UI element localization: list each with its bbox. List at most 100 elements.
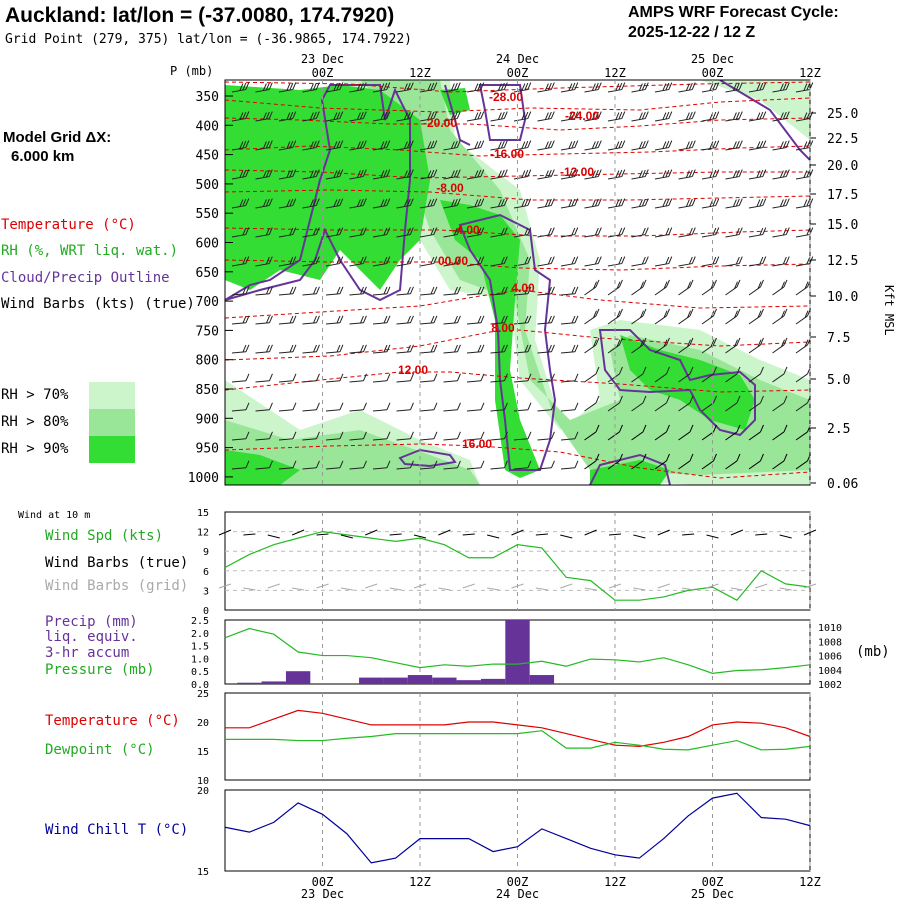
wind-barb [466, 111, 485, 122]
barb-staff [490, 89, 505, 93]
wind-barb [396, 82, 414, 93]
barb-staff [466, 176, 481, 180]
barb-flag [268, 82, 273, 90]
wind-barb [349, 460, 367, 470]
barb-flag [339, 256, 344, 264]
barb-flag [242, 286, 247, 295]
barb-flag [312, 198, 317, 207]
pressure-tick-label: 1000 [188, 471, 219, 486]
legend-rh80-label: RH > 80% [1, 414, 69, 430]
pressure-label: Pressure (mb) [45, 662, 155, 678]
height-tick-label: 10.0 [827, 290, 858, 305]
barb-flag [477, 344, 482, 353]
barb-flag [687, 339, 691, 347]
barb-flag [362, 402, 367, 410]
barb-flag [691, 169, 696, 177]
barb-staff [325, 467, 340, 470]
wind-barb [678, 140, 696, 151]
barb-staff [325, 205, 340, 209]
barb-flag [615, 199, 620, 207]
barb-flag [245, 169, 250, 177]
wind-barb [725, 256, 743, 267]
barb-flag [785, 198, 790, 206]
pressure-tick-label: 600 [196, 237, 219, 252]
barb-staff [490, 205, 505, 209]
barb-flag [550, 286, 555, 294]
barb-flag [757, 281, 762, 289]
barb-flag [616, 281, 621, 289]
barb-staff [372, 263, 387, 267]
wind-barb [537, 402, 555, 412]
barb-flag [245, 373, 250, 381]
barb-flag [779, 199, 784, 207]
wind-barb [255, 169, 273, 180]
barb-flag [430, 140, 435, 149]
wind-barb [466, 286, 485, 296]
barb-staff [419, 467, 434, 470]
barb-flag [503, 431, 508, 439]
barb-flag [450, 141, 455, 149]
barb-flag [591, 199, 596, 207]
barb-staff [772, 176, 787, 180]
upper-panel-axes: 3504004505005506006507007508008509009501… [170, 52, 896, 492]
barb-staff [278, 118, 293, 122]
wind-barb [231, 169, 250, 180]
true-wind-barb [365, 529, 378, 536]
barb-staff [537, 293, 552, 296]
precip-bar [432, 677, 457, 684]
barb-flag [386, 315, 391, 323]
pressure-tick-label: 800 [196, 354, 219, 369]
barb-flag [760, 366, 764, 375]
wind-barb [537, 169, 555, 180]
wind-barb [302, 111, 320, 122]
barb-flag [756, 83, 761, 91]
barb-flag [760, 453, 764, 462]
barb-flag [662, 141, 667, 149]
barb-flag [568, 170, 573, 178]
wind-barb [607, 279, 623, 296]
true-wind-barb [243, 533, 256, 536]
barb-staff [419, 409, 434, 412]
wind-barb [513, 373, 532, 383]
barb-flag [315, 198, 320, 206]
barb-flag [779, 170, 784, 178]
grid-wind-barb [608, 583, 622, 589]
barb-staff [255, 409, 270, 412]
barb-flag [245, 344, 250, 352]
true-wind-barb [633, 534, 646, 539]
barb-staff [466, 293, 481, 296]
barb-flag [738, 111, 743, 119]
barb-staff [302, 293, 317, 296]
precip-bar [261, 681, 286, 684]
barb-flag [339, 82, 344, 90]
barb-staff [349, 263, 364, 267]
barb-staff [443, 409, 458, 412]
pressure-tick-label: 650 [196, 266, 219, 281]
barb-flag [781, 310, 785, 318]
barb-flag [735, 82, 740, 91]
barb-flag [292, 227, 297, 235]
temperature-label: 12.00 [398, 363, 428, 377]
barb-staff [419, 293, 434, 296]
date-label: 24 Dec [496, 52, 539, 66]
wind-barb [231, 82, 250, 93]
wind-barb [419, 198, 438, 209]
barb-flag [450, 199, 455, 207]
wind-barb [349, 431, 367, 441]
wind-barb [678, 453, 694, 470]
wind-barb [772, 227, 790, 238]
wind-barb [396, 227, 414, 238]
barb-staff [490, 351, 505, 354]
barb-flag [333, 170, 338, 178]
barb-staff [772, 89, 787, 93]
barb-flag [359, 344, 364, 353]
barb-flag [262, 83, 267, 91]
wind-barb [349, 82, 367, 93]
barb-flag [715, 227, 720, 235]
pressure-tick-label: 700 [196, 295, 219, 310]
barb-staff [278, 205, 293, 209]
wind-barb [631, 279, 647, 296]
barb-flag [571, 82, 576, 91]
grid-wind-barb [682, 587, 695, 591]
barb-staff [748, 176, 763, 180]
